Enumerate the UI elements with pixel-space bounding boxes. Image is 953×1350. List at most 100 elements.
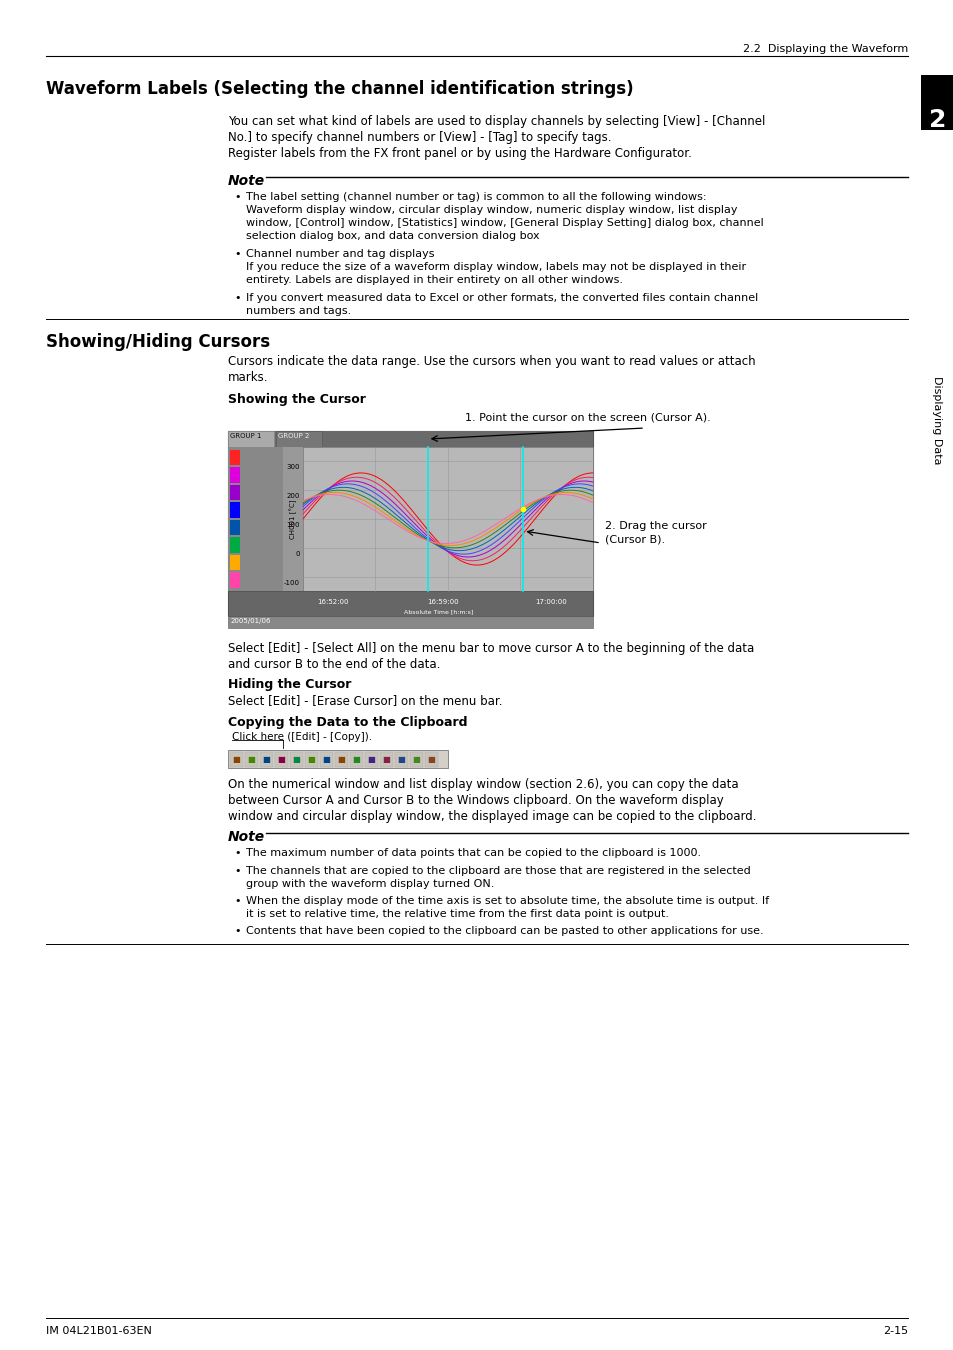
Text: Displaying Data: Displaying Data bbox=[931, 375, 942, 464]
Text: (Cursor B).: (Cursor B). bbox=[604, 535, 664, 545]
Text: •: • bbox=[233, 865, 240, 876]
Text: ■: ■ bbox=[277, 756, 285, 764]
Text: 1. Point the cursor on the screen (Cursor A).: 1. Point the cursor on the screen (Curso… bbox=[464, 413, 710, 423]
Text: The maximum number of data points that can be copied to the clipboard is 1000.: The maximum number of data points that c… bbox=[246, 848, 700, 859]
Bar bbox=[379, 752, 393, 767]
Text: •: • bbox=[233, 896, 240, 906]
Text: ■: ■ bbox=[233, 756, 240, 764]
Text: ■: ■ bbox=[262, 756, 270, 764]
Text: GROUP 1: GROUP 1 bbox=[230, 433, 261, 439]
Text: 2-15: 2-15 bbox=[882, 1326, 907, 1336]
Bar bbox=[228, 591, 593, 616]
Text: selection dialog box, and data conversion dialog box: selection dialog box, and data conversio… bbox=[246, 231, 539, 242]
Text: Copying the Data to the Clipboard: Copying the Data to the Clipboard bbox=[228, 716, 467, 729]
Text: Cursors indicate the data range. Use the cursors when you want to read values or: Cursors indicate the data range. Use the… bbox=[228, 355, 755, 369]
Text: entirety. Labels are displayed in their entirety on all other windows.: entirety. Labels are displayed in their … bbox=[246, 275, 622, 285]
Text: You can set what kind of labels are used to display channels by selecting [View]: You can set what kind of labels are used… bbox=[228, 115, 764, 128]
Text: 2005/01/06: 2005/01/06 bbox=[231, 618, 272, 624]
Text: 2. Drag the cursor: 2. Drag the cursor bbox=[604, 521, 706, 531]
Text: ■: ■ bbox=[427, 756, 435, 764]
Text: 300: 300 bbox=[286, 464, 299, 470]
Text: ■: ■ bbox=[353, 756, 360, 764]
Text: Select [Edit] - [Erase Cursor] on the menu bar.: Select [Edit] - [Erase Cursor] on the me… bbox=[228, 694, 502, 707]
Text: ■: ■ bbox=[307, 756, 315, 764]
Text: Showing the Cursor: Showing the Cursor bbox=[228, 393, 366, 406]
Bar bbox=[228, 431, 593, 447]
Bar bbox=[230, 467, 240, 483]
Bar bbox=[275, 431, 322, 447]
Bar bbox=[920, 76, 953, 130]
Text: ■: ■ bbox=[337, 756, 345, 764]
Text: ■: ■ bbox=[293, 756, 300, 764]
Text: •: • bbox=[233, 926, 240, 936]
Bar bbox=[245, 752, 257, 767]
Bar bbox=[305, 752, 317, 767]
Text: If you convert measured data to Excel or other formats, the converted files cont: If you convert measured data to Excel or… bbox=[246, 293, 758, 302]
Text: 200: 200 bbox=[286, 493, 299, 500]
Text: Click here ([Edit] - [Copy]).: Click here ([Edit] - [Copy]). bbox=[232, 732, 372, 742]
Bar bbox=[230, 537, 240, 554]
Text: Waveform Labels (Selecting the channel identification strings): Waveform Labels (Selecting the channel i… bbox=[46, 80, 633, 99]
Bar bbox=[260, 752, 273, 767]
Bar bbox=[230, 485, 240, 501]
Text: No.] to specify channel numbers or [View] - [Tag] to specify tags.: No.] to specify channel numbers or [View… bbox=[228, 131, 611, 144]
Bar bbox=[230, 520, 240, 536]
Text: 0: 0 bbox=[295, 551, 299, 556]
Text: 100: 100 bbox=[286, 522, 299, 528]
Text: GROUP 2: GROUP 2 bbox=[277, 433, 309, 439]
Bar bbox=[290, 752, 303, 767]
Text: Note: Note bbox=[228, 830, 265, 844]
Text: numbers and tags.: numbers and tags. bbox=[246, 306, 351, 316]
Text: ■: ■ bbox=[412, 756, 420, 764]
Text: 2: 2 bbox=[928, 108, 945, 132]
Text: window and circular display window, the displayed image can be copied to the cli: window and circular display window, the … bbox=[228, 810, 756, 824]
Text: marks.: marks. bbox=[228, 371, 268, 383]
Bar bbox=[230, 572, 240, 589]
Bar bbox=[350, 752, 363, 767]
Text: 2.2  Displaying the Waveform: 2.2 Displaying the Waveform bbox=[742, 45, 907, 54]
Bar bbox=[228, 616, 593, 628]
Text: 17:00:00: 17:00:00 bbox=[535, 599, 566, 605]
Text: Note: Note bbox=[228, 174, 265, 188]
Text: Waveform display window, circular display window, numeric display window, list d: Waveform display window, circular displa… bbox=[246, 205, 737, 215]
Bar bbox=[365, 752, 377, 767]
Bar bbox=[283, 447, 303, 591]
Text: Channel number and tag displays: Channel number and tag displays bbox=[246, 248, 434, 259]
Bar bbox=[230, 752, 243, 767]
Bar bbox=[228, 751, 448, 768]
Text: ■: ■ bbox=[397, 756, 405, 764]
Text: group with the waveform display turned ON.: group with the waveform display turned O… bbox=[246, 879, 494, 890]
Bar bbox=[228, 431, 274, 447]
Text: ■: ■ bbox=[247, 756, 255, 764]
Text: window, [Control] window, [Statistics] window, [General Display Setting] dialog : window, [Control] window, [Statistics] w… bbox=[246, 217, 763, 228]
Text: The label setting (channel number or tag) is common to all the following windows: The label setting (channel number or tag… bbox=[246, 192, 706, 202]
Text: Absolute Time [h:m:s]: Absolute Time [h:m:s] bbox=[404, 609, 474, 614]
Text: IM 04L21B01-63EN: IM 04L21B01-63EN bbox=[46, 1326, 152, 1336]
Text: 16:59:00: 16:59:00 bbox=[427, 599, 458, 605]
Text: •: • bbox=[233, 192, 240, 202]
Text: Showing/Hiding Cursors: Showing/Hiding Cursors bbox=[46, 333, 270, 351]
Bar bbox=[424, 752, 437, 767]
Bar bbox=[274, 752, 288, 767]
Bar bbox=[319, 752, 333, 767]
Text: •: • bbox=[233, 848, 240, 859]
Text: ■: ■ bbox=[367, 756, 375, 764]
Text: ■: ■ bbox=[322, 756, 330, 764]
Text: between Cursor A and Cursor B to the Windows clipboard. On the waveform display: between Cursor A and Cursor B to the Win… bbox=[228, 794, 723, 807]
Text: Register labels from the FX front panel or by using the Hardware Configurator.: Register labels from the FX front panel … bbox=[228, 147, 691, 161]
Text: The channels that are copied to the clipboard are those that are registered in t: The channels that are copied to the clip… bbox=[246, 865, 750, 876]
Bar bbox=[230, 555, 240, 571]
Bar bbox=[303, 447, 593, 591]
Bar bbox=[230, 450, 240, 466]
Text: •: • bbox=[233, 293, 240, 302]
Text: it is set to relative time, the relative time from the first data point is outpu: it is set to relative time, the relative… bbox=[246, 909, 668, 919]
Text: On the numerical window and list display window (section 2.6), you can copy the : On the numerical window and list display… bbox=[228, 778, 738, 791]
Bar bbox=[410, 752, 422, 767]
Bar bbox=[230, 502, 240, 518]
Text: Hiding the Cursor: Hiding the Cursor bbox=[228, 678, 351, 691]
Text: -100: -100 bbox=[284, 579, 299, 586]
Bar bbox=[395, 752, 408, 767]
Bar bbox=[335, 752, 348, 767]
Text: ■: ■ bbox=[382, 756, 390, 764]
Bar bbox=[228, 431, 593, 616]
